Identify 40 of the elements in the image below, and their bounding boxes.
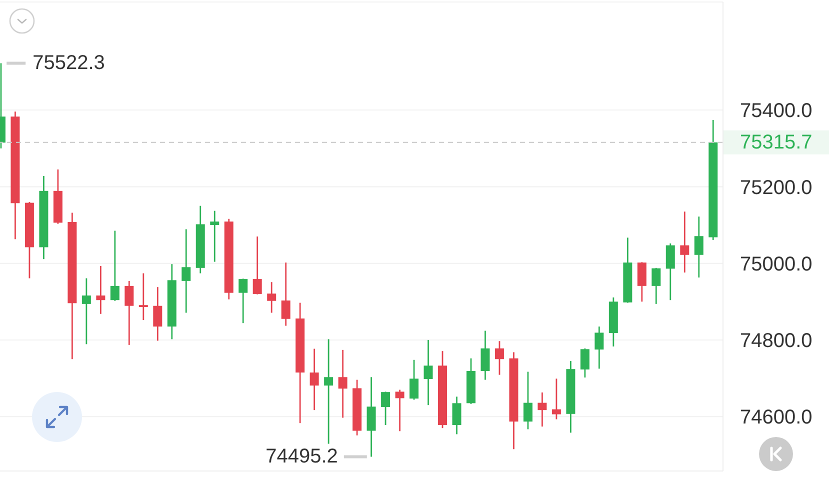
candlestick [182,228,191,314]
candlestick [523,371,532,430]
candlestick [680,210,690,274]
annotation: 74495.2 [266,446,338,468]
candlestick [594,326,604,370]
candlestick [666,242,675,301]
candlestick [494,340,504,376]
candlestick [338,349,348,418]
candlestick [480,330,490,381]
candlestick [210,210,220,262]
candlestick [452,396,462,435]
annotation: 75522.3 [32,52,105,74]
candlestick [552,378,561,420]
candlestick [381,390,390,426]
candlestick [238,278,248,324]
candlestick [252,236,262,296]
candlestick [410,359,419,400]
candlestick [538,392,547,428]
y-tick-label: 75400.0 [740,100,812,122]
candlestick [124,280,134,346]
candlestick [153,286,162,342]
y-tick-label: 74600.0 [740,406,812,429]
ref-line-label: 75315.7 [740,131,812,154]
candlestick [138,272,148,321]
candlestick [267,281,276,314]
candlestick [694,216,704,278]
candlestick [424,339,433,406]
y-tick-label: 75000.0 [740,253,812,276]
candlestick [580,348,590,378]
candlestick [281,262,290,326]
candlestick [324,338,334,444]
candlestick [110,230,120,302]
candlestick [310,348,319,411]
candlestick [96,265,106,315]
candlestick [637,261,646,302]
candlestick [82,278,91,345]
y-tick-label: 75200.0 [740,176,812,199]
candlestick [395,389,404,432]
y-tick-label: 74800.0 [740,330,812,352]
candlestick [652,267,661,305]
